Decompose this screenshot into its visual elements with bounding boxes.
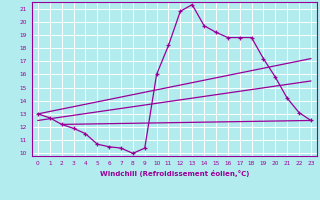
X-axis label: Windchill (Refroidissement éolien,°C): Windchill (Refroidissement éolien,°C) — [100, 170, 249, 177]
